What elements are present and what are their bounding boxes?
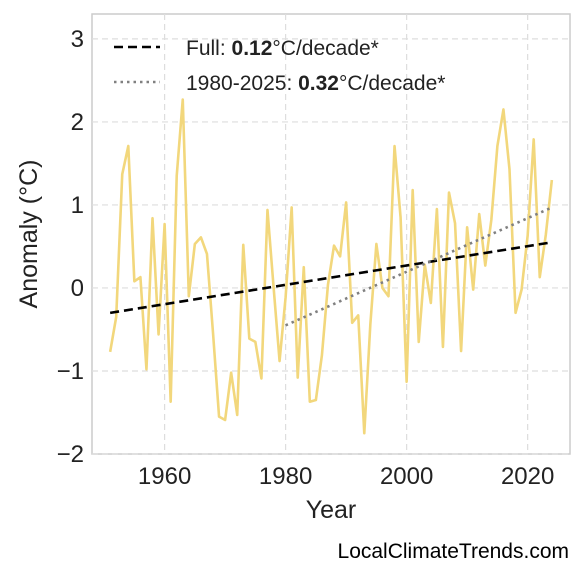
legend-full-unit: °C/decade* <box>272 37 378 60</box>
site-credit: LocalClimateTrends.com <box>337 540 569 563</box>
x-tick-label: 2000 <box>380 463 433 490</box>
legend-recent-name: 1980-2025 <box>186 72 286 95</box>
y-tick-label: 3 <box>71 26 84 53</box>
legend-full-label: Full: 0.12°C/decade* <box>186 37 379 60</box>
y-tick-label: 0 <box>71 275 84 302</box>
legend: Full: 0.12°C/decade* 1980-2025: 0.32°C/d… <box>114 37 445 95</box>
x-axis-title: Year <box>306 496 357 524</box>
full-trend-line <box>109 241 553 315</box>
legend-recent-rate: 0.32 <box>298 72 339 95</box>
y-tick-label: 2 <box>71 109 84 136</box>
x-axis-ticks: 1960 1980 2000 2020 <box>138 463 554 490</box>
y-axis-ticks: −2 −1 0 1 2 3 <box>57 26 84 468</box>
y-axis-title: Anomaly (°C) <box>15 160 43 309</box>
legend-recent-label: 1980-2025: 0.32°C/decade* <box>186 72 445 95</box>
anomaly-line <box>108 98 554 435</box>
y-tick-label: 1 <box>71 192 84 219</box>
y-tick-label: −1 <box>57 358 84 385</box>
series-group <box>108 98 554 435</box>
y-tick-label: −2 <box>57 441 84 468</box>
x-tick-label: 1980 <box>259 463 312 490</box>
recent-trend-line <box>285 206 553 327</box>
legend-full-rate: 0.12 <box>232 37 273 60</box>
legend-recent-unit: °C/decade* <box>339 72 445 95</box>
x-tick-label: 2020 <box>501 463 554 490</box>
x-tick-label: 1960 <box>138 463 191 490</box>
legend-full-name: Full <box>186 37 220 60</box>
